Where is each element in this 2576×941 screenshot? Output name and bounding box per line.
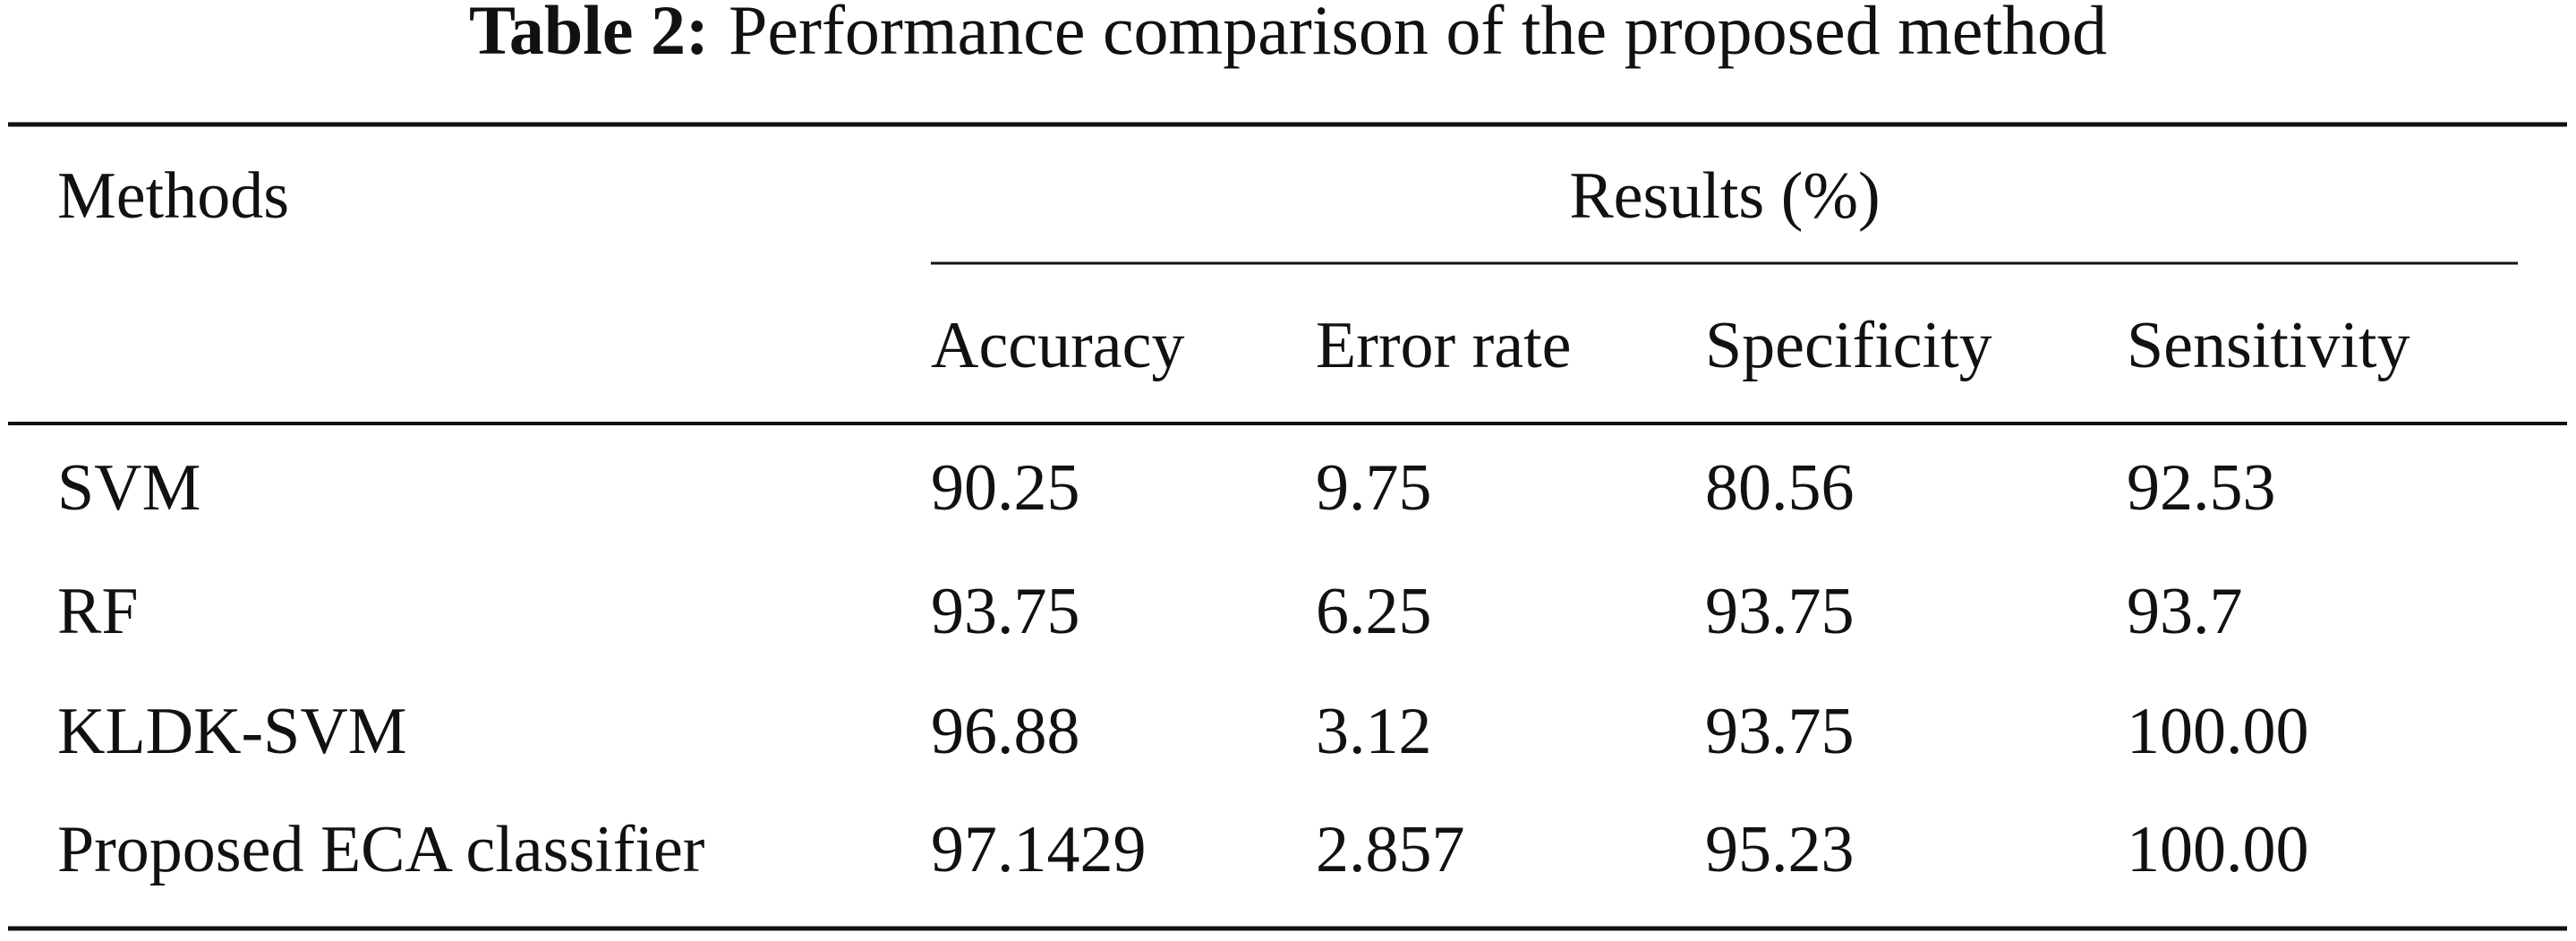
group-header: Results (%) [1569, 159, 1880, 233]
method-name: KLDK-SVM [57, 695, 407, 768]
column-header: Error rate [1316, 309, 1572, 382]
method-name: RF [57, 575, 139, 648]
cell-value: 2.857 [1316, 813, 1465, 886]
cell-value: 97.1429 [931, 813, 1147, 886]
column-header: Sensitivity [2127, 309, 2410, 382]
cell-value: 80.56 [1705, 451, 1855, 525]
row-header: Methods [57, 159, 289, 233]
cell-value: 3.12 [1316, 695, 1432, 768]
cell-value: 93.75 [1705, 695, 1855, 768]
cell-value: 90.25 [931, 451, 1080, 525]
cell-value: 93.75 [931, 575, 1080, 648]
table-title: Table 2: Performance comparison of the pr… [469, 0, 2107, 69]
cell-value: 6.25 [1316, 575, 1432, 648]
column-header: Accuracy [931, 309, 1184, 382]
cell-value: 100.00 [2127, 813, 2309, 886]
cell-value: 96.88 [931, 695, 1080, 768]
cell-value: 95.23 [1705, 813, 1855, 886]
cell-value: 93.7 [2127, 575, 2243, 648]
cell-value: 92.53 [2127, 451, 2276, 525]
cell-value: 93.75 [1705, 575, 1855, 648]
table-caption: Performance comparison of the proposed m… [729, 0, 2107, 69]
cell-value: 100.00 [2127, 695, 2309, 768]
cell-value: 9.75 [1316, 451, 1432, 525]
table-label: Table 2: [469, 0, 709, 69]
method-name: Proposed ECA classifier [57, 813, 704, 886]
method-name: SVM [57, 451, 200, 525]
column-header: Specificity [1705, 309, 1992, 382]
